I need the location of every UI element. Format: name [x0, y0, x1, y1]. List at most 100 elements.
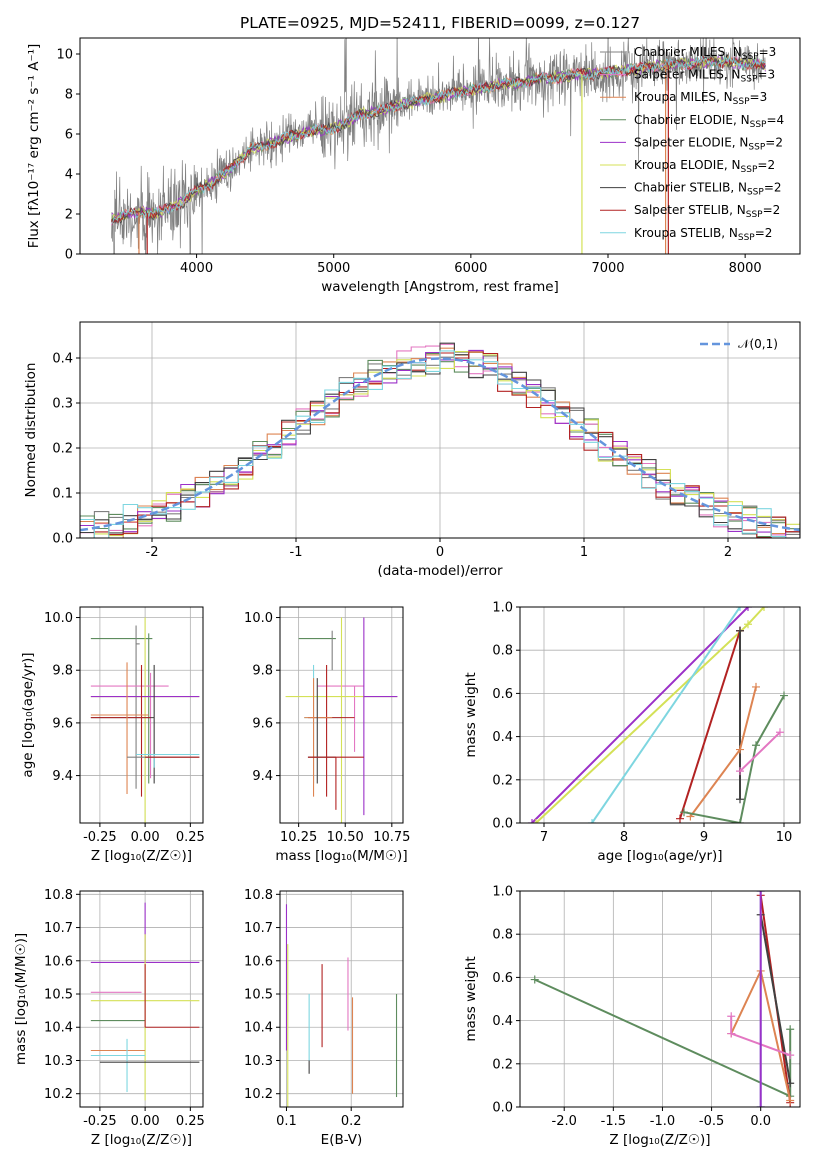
- mass-weight-series: [591, 607, 741, 823]
- x-tick-label: -1.0: [650, 1114, 675, 1129]
- y-tick-label: 6: [65, 128, 73, 143]
- plot-area: [285, 617, 398, 823]
- legend-subscript: SSP: [733, 97, 750, 107]
- x-tick-label: 7000: [591, 261, 624, 276]
- legend-count: =3: [757, 68, 775, 82]
- series-marker: [528, 819, 536, 823]
- y-tick-label: 0.4: [492, 730, 513, 745]
- series-marker: [786, 1051, 795, 1060]
- series-marker: [752, 741, 760, 750]
- x-axis-label: (data-model)/error: [377, 563, 503, 579]
- plot-area: [90, 617, 200, 823]
- panel-mass-vs-Z: -0.25 0.00 0.25 10.2 10.3 10.4 10.5 10.6 10.7 10.…: [13, 888, 205, 1148]
- legend-subscript: SSP: [748, 142, 765, 152]
- y-tick-label: 10.0: [44, 611, 73, 626]
- y-axis-label: age [log₁₀(age/yr)]: [20, 652, 36, 777]
- y-tick-label: 10.4: [44, 1021, 73, 1036]
- series-marker: [736, 607, 744, 611]
- x-tick-label: 1: [580, 545, 588, 560]
- y-tick-label: 1.0: [492, 885, 513, 900]
- y-tick-label: 10.3: [44, 1054, 73, 1069]
- y-axis-label: mass [log₁₀(M/M☉)]: [13, 933, 29, 1065]
- x-axis-label: E(B-V): [321, 1132, 363, 1148]
- x-tick-label: 5000: [317, 261, 350, 276]
- y-tick-label: 0.4: [52, 352, 73, 367]
- y-tick-label: 0.0: [492, 1101, 513, 1116]
- plot-area: [285, 904, 398, 1107]
- y-tick-label: 4: [65, 168, 73, 183]
- x-tick-label: 2: [724, 545, 732, 560]
- series-marker: [736, 745, 744, 754]
- model-spectrum-8: [111, 54, 766, 224]
- y-tick-label: 1.0: [492, 601, 513, 616]
- legend-subscript: SSP: [742, 52, 759, 62]
- panel-mass-weight-vs-Z: -2.0 -1.5 -1.0 -0.5 0.0 0.0 0.2 0.4 0.6 0.8 1.0 Z […: [463, 885, 801, 1148]
- axes-frame: [79, 606, 204, 824]
- panel-age-vs-mass: 10.25 10.50 10.75 9.4 9.6 9.8 10.0 mass [log₁₀(…: [244, 606, 410, 864]
- legend-entry: Salpeter ELODIE, NSSP=2: [634, 135, 783, 152]
- series-marker: [676, 814, 684, 823]
- y-tick-label: 0.8: [492, 928, 513, 943]
- legend-count: =2: [765, 135, 783, 149]
- y-tick-label: 10.7: [244, 921, 273, 936]
- x-tick-label: -1: [290, 545, 303, 560]
- x-tick-label: -0.25: [83, 830, 117, 845]
- y-tick-label: 10.4: [244, 1021, 273, 1036]
- x-tick-label: 0.1: [276, 1114, 297, 1129]
- plot-area: [530, 891, 795, 1107]
- plot-area: [80, 342, 800, 538]
- y-axis-label: Flux [fλ10⁻¹⁷ erg cm⁻² s⁻¹ A⁻¹]: [26, 44, 42, 249]
- x-tick-label: 0.0: [750, 1114, 771, 1129]
- x-tick-label: 0.2: [341, 1114, 362, 1129]
- y-tick-label: 9.4: [252, 769, 273, 784]
- panel-age-vs-Z: -0.25 0.00 0.25 9.4 9.6 9.8 10.0 Z [log₁₀(Z/Z☉)…: [20, 606, 205, 864]
- axes-frame: [279, 606, 404, 824]
- legend-subscript: SSP: [741, 75, 758, 85]
- x-tick-label: 7: [540, 830, 548, 845]
- legend-entry: Kroupa MILES, NSSP=3: [634, 90, 767, 107]
- legend-subscript: SSP: [747, 188, 764, 198]
- axes-frame: [519, 606, 801, 824]
- figure-title: PLATE=0925, MJD=52411, FIBERID=0099, z=0…: [240, 14, 640, 32]
- legend-count: =3: [759, 45, 777, 59]
- x-tick-label: 4000: [180, 261, 213, 276]
- x-tick-label: 6000: [454, 261, 487, 276]
- x-tick-label: 8000: [729, 261, 762, 276]
- y-tick-label: 0.1: [52, 487, 73, 502]
- y-tick-label: 10.5: [44, 988, 73, 1003]
- series-marker: [776, 728, 784, 737]
- x-tick-label: 0.25: [176, 1114, 205, 1129]
- y-tick-label: 9.6: [252, 716, 273, 731]
- series-marker: [588, 819, 596, 823]
- series-marker: [786, 1025, 795, 1034]
- y-tick-label: 10.8: [244, 888, 273, 903]
- y-tick-label: 0.4: [492, 1014, 513, 1029]
- panel-residuals: -2 -1 0 1 2 0.0 0.1 0.2 0.3 0.4 (data-model)/error…: [23, 321, 801, 579]
- y-tick-label: 10.2: [244, 1087, 273, 1102]
- series-marker: [744, 620, 752, 629]
- y-tick-label: 10.6: [244, 954, 273, 969]
- y-tick-label: 0.0: [492, 817, 513, 832]
- y-tick-label: 0.8: [492, 644, 513, 659]
- legend-subscript: SSP: [741, 165, 758, 175]
- y-tick-label: 10: [56, 48, 73, 63]
- series-marker: [786, 1096, 795, 1105]
- axes-frame: [79, 890, 204, 1108]
- axes-frame: [519, 890, 801, 1108]
- axes-frame: [279, 890, 404, 1108]
- mass-weight-series: [759, 914, 792, 1084]
- x-axis-label: wavelength [Angstrom, rest frame]: [321, 279, 559, 295]
- legend-entry: Kroupa ELODIE, NSSP=2: [634, 158, 775, 175]
- series-marker: [736, 767, 744, 776]
- x-tick-label: -2.0: [552, 1114, 577, 1129]
- legend-entry: Salpeter STELIB, NSSP=2: [634, 203, 780, 220]
- y-tick-label: 10.2: [44, 1087, 73, 1102]
- y-axis-label: Normed distribution: [23, 363, 39, 498]
- x-tick-label: 10: [776, 830, 793, 845]
- series-marker: [780, 691, 788, 700]
- x-tick-label: 0.25: [176, 830, 205, 845]
- x-axis-label: Z [log₁₀(Z/Z☉)]: [91, 1132, 192, 1148]
- y-tick-label: 10.5: [244, 988, 273, 1003]
- x-tick-label: 0.00: [131, 830, 160, 845]
- legend: Chabrier MILES, NSSP=3 Salpeter MILES, NS…: [600, 45, 784, 243]
